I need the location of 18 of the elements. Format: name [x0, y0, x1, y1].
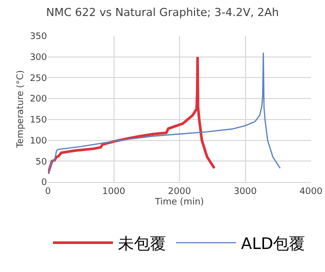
- legend-label: ALD包覆: [241, 234, 306, 253]
- y-tick-label: 50: [36, 157, 48, 168]
- y-tick-label: 0: [41, 178, 48, 188]
- y-tick-label: 150: [30, 116, 48, 126]
- x-tick-label: 3000: [234, 186, 257, 197]
- y-tick-label: 350: [30, 32, 48, 42]
- y-tick-label: 200: [30, 94, 48, 105]
- y-tick-label: 250: [30, 74, 48, 84]
- x-tick-label: 4000: [300, 186, 323, 197]
- y-axis-title: Temperature (°C): [16, 70, 26, 149]
- x-axis-title: Time (min): [154, 198, 204, 208]
- x-tick-label: 1000: [102, 186, 126, 197]
- legend-label: 未包覆: [118, 234, 166, 253]
- x-tick-label: 2000: [168, 186, 192, 197]
- line-series: [48, 52, 281, 174]
- y-tick-label: 100: [30, 136, 48, 146]
- chart-title: NMC 622 vs Natural Graphite; 3-4.2V, 2Ah: [46, 6, 279, 19]
- y-tick-label: 300: [30, 53, 48, 64]
